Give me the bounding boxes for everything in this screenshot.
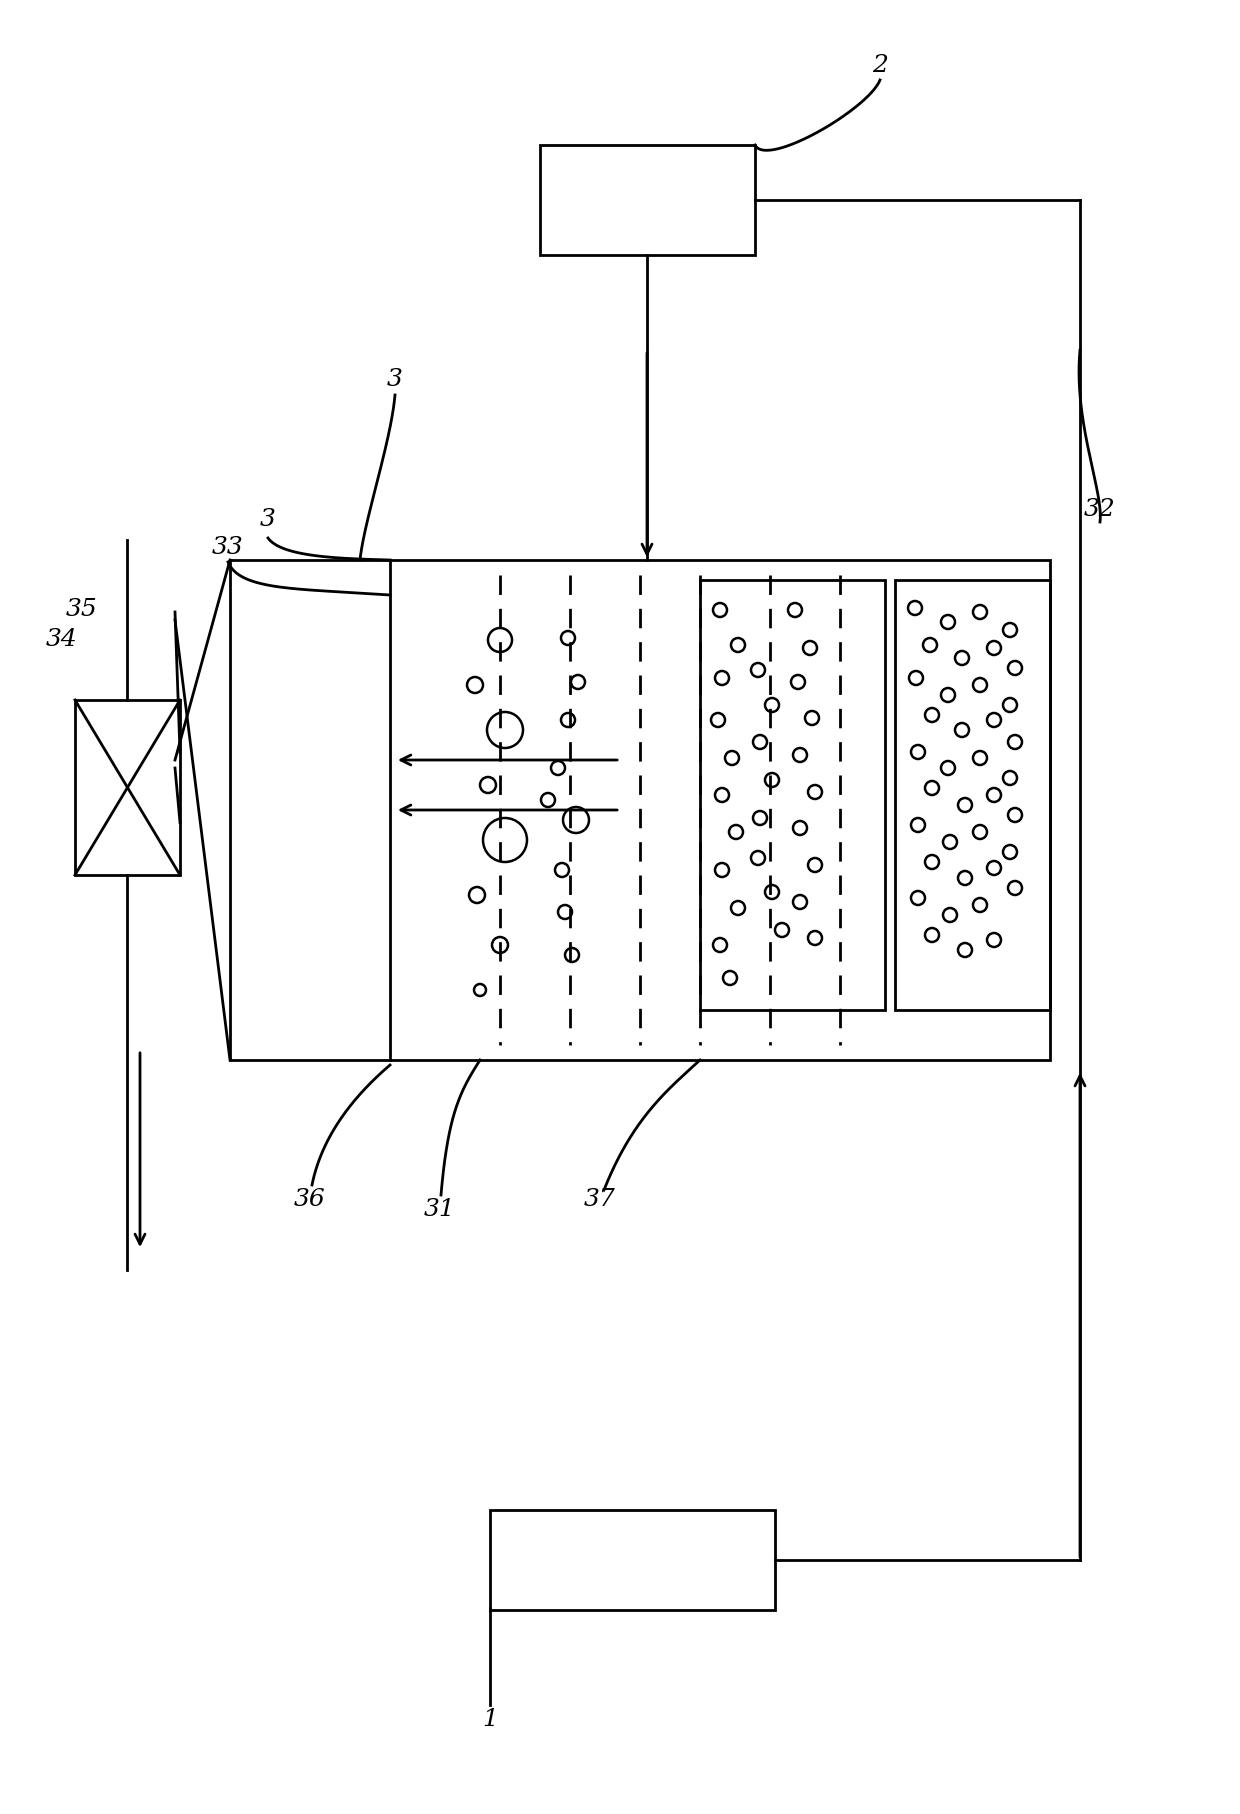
Text: 2: 2 [872, 53, 888, 76]
Bar [74, 700, 180, 874]
Text: 3: 3 [387, 368, 403, 392]
Text: 32: 32 [1084, 499, 1116, 521]
Text: 35: 35 [66, 599, 98, 622]
Bar [490, 1509, 775, 1611]
Text: 36: 36 [294, 1188, 326, 1212]
Text: 1: 1 [482, 1709, 498, 1732]
Text: 37: 37 [584, 1188, 616, 1212]
Text: 3: 3 [260, 508, 277, 532]
Bar [895, 580, 1050, 1010]
Text: 33: 33 [212, 537, 244, 559]
Text: 31: 31 [424, 1199, 456, 1221]
Bar [701, 580, 885, 1010]
Bar [229, 561, 1050, 1059]
Bar [539, 145, 755, 256]
Text: 34: 34 [46, 628, 78, 651]
